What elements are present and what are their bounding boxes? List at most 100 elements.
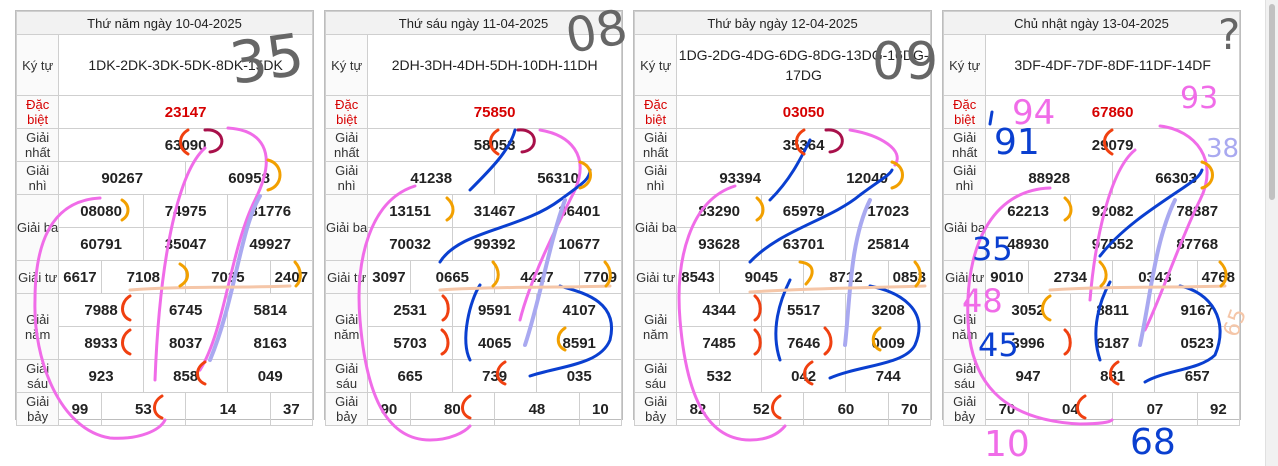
fifth-prize: 7988 — [58, 293, 144, 327]
seventh-prize: 60 — [803, 392, 889, 426]
sixth-prize: 657 — [1154, 359, 1240, 393]
sixth-prize: 532 — [676, 359, 762, 393]
handwritten-note: 48 — [962, 282, 1003, 320]
fifth-prize: 8163 — [227, 326, 313, 360]
first-prize: 58053 — [367, 128, 622, 162]
code-cell: 2DH-3DH-4DH-5DH-10DH-11DH — [367, 34, 622, 96]
fourth-prize: 8712 — [803, 260, 889, 294]
label-giai-tu: Giải tư — [324, 260, 369, 294]
label-giai-nam: Giải năm — [633, 293, 678, 360]
code-cell: 1DG-2DG-4DG-6DG-8DG-13DG-16DG-17DG — [676, 34, 931, 96]
fourth-prize: 4768 — [1196, 260, 1241, 294]
special-prize: 75850 — [367, 95, 622, 129]
sixth-prize: 744 — [845, 359, 931, 393]
code-cell: 3DF-4DF-7DF-8DF-11DF-14DF — [985, 34, 1240, 96]
seventh-prize: 90 — [367, 392, 411, 426]
label-giai-tu: Giải tư — [15, 260, 60, 294]
second-prize: 90267 — [58, 161, 187, 195]
fifth-prize: 7485 — [676, 326, 762, 360]
special-prize: 03050 — [676, 95, 931, 129]
vertical-scrollbar[interactable] — [1265, 0, 1278, 466]
third-prize: 63701 — [760, 227, 847, 261]
seventh-prize: 80 — [409, 392, 496, 426]
scrollbar-thumb[interactable] — [1269, 4, 1275, 200]
label-giai-tu: Giải tư — [633, 260, 678, 294]
fifth-prize: 3208 — [845, 293, 931, 327]
label-giai-nam: Giải năm — [15, 293, 60, 360]
label-giai-sau: Giải sáu — [633, 359, 678, 393]
label-ky-tu: Ký tự — [942, 34, 987, 96]
label-dac-biet: Đặc biệt — [942, 95, 987, 129]
special-prize: 67860 — [985, 95, 1240, 129]
label-dac-biet: Đặc biệt — [633, 95, 678, 129]
seventh-prize: 07 — [1112, 392, 1198, 426]
fourth-prize: 8543 — [676, 260, 720, 294]
sixth-prize: 739 — [451, 359, 538, 393]
label-giai-nhi: Giải nhì — [942, 161, 987, 195]
fifth-prize: 8591 — [536, 326, 622, 360]
seventh-prize: 37 — [269, 392, 314, 426]
sixth-prize: 042 — [760, 359, 847, 393]
first-prize: 63090 — [58, 128, 313, 162]
third-prize: 99392 — [451, 227, 538, 261]
fourth-prize: 2734 — [1027, 260, 1114, 294]
seventh-prize: 70 — [887, 392, 932, 426]
label-giai-bay: Giải bảy — [633, 392, 678, 426]
label-ky-tu: Ký tự — [633, 34, 678, 96]
seventh-prize: 10 — [578, 392, 623, 426]
sixth-prize: 881 — [1069, 359, 1156, 393]
handwritten-note: 94 — [1012, 93, 1056, 133]
fourth-prize: 3097 — [367, 260, 411, 294]
third-prize: 25814 — [845, 227, 931, 261]
label-giai-sau: Giải sáu — [942, 359, 987, 393]
seventh-prize: 53 — [100, 392, 187, 426]
panel-title: Thứ bảy ngày 12-04-2025 — [634, 11, 931, 35]
label-giai-ba: Giải ba — [324, 194, 369, 261]
third-prize: 36401 — [536, 194, 622, 228]
seventh-prize: 70 — [985, 392, 1029, 426]
sixth-prize: 923 — [58, 359, 144, 393]
sixth-prize: 947 — [985, 359, 1071, 393]
seventh-prize: 52 — [718, 392, 805, 426]
third-prize: 49927 — [227, 227, 313, 261]
seventh-prize: 04 — [1027, 392, 1114, 426]
fifth-prize: 0009 — [845, 326, 931, 360]
fifth-prize: 8933 — [58, 326, 144, 360]
fourth-prize: 0343 — [1112, 260, 1198, 294]
fifth-prize: 5814 — [227, 293, 313, 327]
seventh-prize: 82 — [676, 392, 720, 426]
panel-title: Thứ năm ngày 10-04-2025 — [16, 11, 313, 35]
third-prize: 70032 — [367, 227, 453, 261]
fifth-prize: 5517 — [760, 293, 847, 327]
handwritten-note: 45 — [978, 326, 1019, 364]
fifth-prize: 6745 — [142, 293, 229, 327]
label-giai-nhi: Giải nhì — [324, 161, 369, 195]
second-prize: 41238 — [367, 161, 496, 195]
handwritten-note: 10 — [984, 424, 1030, 465]
third-prize: 87768 — [1154, 227, 1240, 261]
fifth-prize: 4107 — [536, 293, 622, 327]
third-prize: 08080 — [58, 194, 144, 228]
fourth-prize: 7035 — [185, 260, 271, 294]
second-prize: 66303 — [1112, 161, 1240, 195]
result-panel-2: Thứ sáu ngày 11-04-2025 Ký tự 2DH-3DH-4DH… — [324, 10, 623, 426]
label-giai-bay: Giải bảy — [15, 392, 60, 426]
label-dac-biet: Đặc biệt — [324, 95, 369, 129]
seventh-prize: 92 — [1196, 392, 1241, 426]
third-prize: 62213 — [985, 194, 1071, 228]
second-prize: 93394 — [676, 161, 805, 195]
sixth-prize: 035 — [536, 359, 622, 393]
fifth-prize: 7646 — [760, 326, 847, 360]
fourth-prize: 7108 — [100, 260, 187, 294]
panel-title: Chủ nhật ngày 13-04-2025 — [943, 11, 1240, 35]
fourth-prize: 2407 — [269, 260, 314, 294]
third-prize: 60791 — [58, 227, 144, 261]
second-prize: 12040 — [803, 161, 931, 195]
fifth-prize: 6187 — [1069, 326, 1156, 360]
third-prize: 83290 — [676, 194, 762, 228]
handwritten-note: 35 — [972, 230, 1013, 268]
label-ky-tu: Ký tự — [15, 34, 60, 96]
result-table: Thứ sáu ngày 11-04-2025 Ký tự 2DH-3DH-4DH… — [324, 11, 623, 426]
label-ky-tu: Ký tự — [324, 34, 369, 96]
special-prize: 23147 — [58, 95, 313, 129]
